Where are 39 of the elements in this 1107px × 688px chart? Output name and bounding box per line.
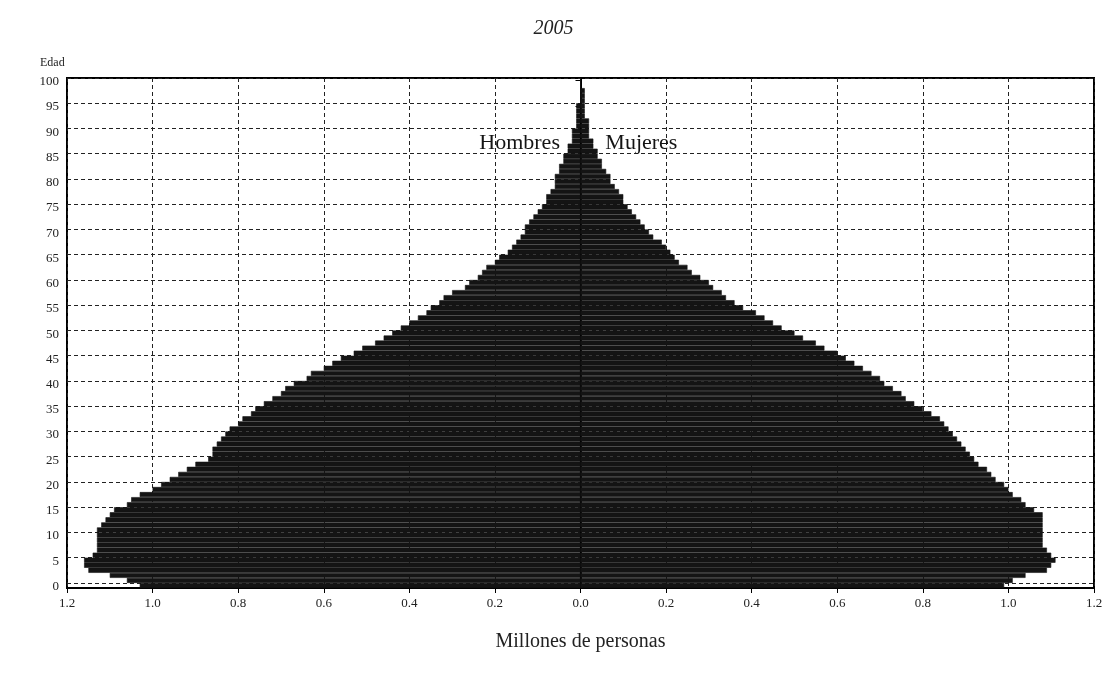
y-tick-label: 35 bbox=[46, 401, 59, 417]
y-tick-label: 100 bbox=[39, 73, 59, 89]
y-tick-label: 20 bbox=[46, 476, 59, 492]
y-tick-label: 65 bbox=[46, 249, 59, 265]
x-tick-label: 1.0 bbox=[1000, 595, 1017, 610]
x-tick-label: 1.2 bbox=[1085, 595, 1103, 610]
series-label: Hombres bbox=[479, 128, 560, 154]
y-tick-label: 25 bbox=[46, 451, 59, 467]
y-tick-label: 90 bbox=[46, 123, 59, 139]
y-tick-label: 75 bbox=[46, 199, 59, 215]
x-tick-label: 0.2 bbox=[657, 595, 675, 610]
y-tick-label: 70 bbox=[46, 224, 59, 240]
x-tick-label: 0.4 bbox=[401, 595, 418, 610]
y-tick-label: 40 bbox=[46, 375, 59, 391]
y-tick-label: 45 bbox=[46, 350, 59, 366]
y-tick-label: 50 bbox=[46, 325, 59, 341]
y-tick-label: 85 bbox=[46, 148, 59, 164]
x-tick-label: 0.8 bbox=[914, 595, 931, 610]
y-tick-label: 0 bbox=[52, 577, 59, 593]
y-tick-label: 10 bbox=[46, 527, 59, 543]
x-tick-label: 0.0 bbox=[572, 595, 589, 610]
y-tick-label: 15 bbox=[46, 502, 59, 518]
y-tick-label: 5 bbox=[52, 552, 59, 568]
x-tick-label: 0.6 bbox=[829, 595, 846, 610]
y-tick-label: 95 bbox=[46, 98, 59, 114]
y-tick-label: 60 bbox=[46, 275, 59, 291]
x-tick-label: 0.8 bbox=[230, 595, 247, 610]
x-tick-label: 0.4 bbox=[743, 595, 761, 610]
x-tick-label: 0.6 bbox=[315, 595, 333, 610]
chart-title: 2005 bbox=[533, 16, 574, 38]
y-tick-label: 55 bbox=[46, 300, 59, 316]
x-tick-label: 1.0 bbox=[144, 595, 161, 610]
y-axis-title: Edad bbox=[40, 55, 65, 69]
x-tick-label: 0.2 bbox=[486, 595, 504, 610]
y-tick-label: 30 bbox=[46, 426, 59, 442]
x-tick-label: 1.2 bbox=[58, 595, 76, 610]
series-label: Mujeres bbox=[605, 128, 678, 154]
x-axis-title: Millones de personas bbox=[495, 629, 666, 652]
y-tick-label: 80 bbox=[46, 174, 59, 190]
